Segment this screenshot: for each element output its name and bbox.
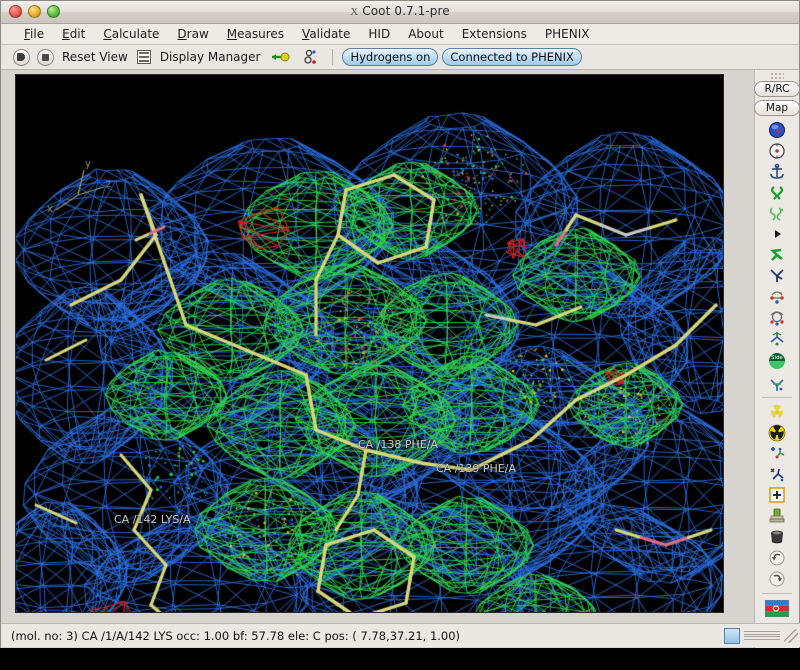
sidebar-separator xyxy=(762,397,792,399)
toolbar-grip[interactable] xyxy=(770,72,784,80)
minimize-button[interactable] xyxy=(28,5,41,18)
display-manager-button[interactable]: Display Manager xyxy=(157,49,264,65)
status-indicator[interactable] xyxy=(724,627,740,644)
close-button[interactable] xyxy=(9,5,22,18)
play-arrow-icon[interactable] xyxy=(764,224,790,245)
menu-measures[interactable]: Measures xyxy=(226,27,285,41)
blue-sidechain-icon[interactable] xyxy=(764,266,790,287)
menu-bar: File Edit Calculate Draw Measures Valida… xyxy=(1,24,799,45)
green-sidechain-icon[interactable] xyxy=(764,245,790,266)
main-window: X Coot 0.7.1-pre File Edit Calculate Draw… xyxy=(0,0,800,648)
circle-target-icon[interactable] xyxy=(764,140,790,161)
menu-extensions[interactable]: Extensions xyxy=(461,27,527,41)
flag-icon[interactable] xyxy=(764,596,790,620)
torsion-icon[interactable] xyxy=(764,329,790,350)
redo-icon[interactable] xyxy=(764,569,790,590)
mutate-icon[interactable] xyxy=(764,373,790,394)
tool-bar: Reset View Display Manager xyxy=(1,45,799,70)
density-map-view[interactable] xyxy=(16,75,723,612)
green-ribbon-icon[interactable] xyxy=(764,182,790,203)
atom-pair-icon[interactable] xyxy=(297,46,323,69)
menu-draw[interactable]: Draw xyxy=(177,27,209,41)
status-right-area xyxy=(724,627,800,644)
anchor-icon[interactable] xyxy=(764,161,790,182)
radioactive-small-icon[interactable] xyxy=(764,401,790,422)
hydrogens-toggle-button[interactable]: Hydrogens on xyxy=(342,48,439,66)
menu-edit[interactable]: Edit xyxy=(62,27,86,41)
plus-box-icon[interactable] xyxy=(764,485,790,506)
green-ribbon-pair-icon[interactable] xyxy=(764,203,790,224)
side-chain-180-icon[interactable]: Side xyxy=(764,350,790,374)
status-text: (mol. no: 3) CA /1/A/142 LYS occ: 1.00 b… xyxy=(11,628,461,643)
reset-view-label: Reset View xyxy=(62,50,128,64)
svg-text:Side: Side xyxy=(771,355,784,361)
stacked-layers-icon[interactable] xyxy=(135,46,153,69)
sidebar-separator xyxy=(762,592,792,594)
menu-calculate-rest: alculate xyxy=(111,27,160,41)
right-toolbar: R/RC Map xyxy=(754,70,800,648)
menu-file[interactable]: File xyxy=(24,27,45,41)
menu-file-rest: ile xyxy=(30,27,45,41)
radioactive-icon[interactable] xyxy=(764,422,790,443)
toolbar-separator xyxy=(332,49,334,65)
rotate-translate-icon[interactable] xyxy=(764,308,790,329)
molecular-graphics-canvas[interactable]: CA /138 PHE/A CA /139 PHE/A CA /142 LYS/… xyxy=(15,74,724,613)
menu-about[interactable]: About xyxy=(408,27,444,41)
resize-grip[interactable] xyxy=(784,628,798,643)
window-controls xyxy=(9,5,60,18)
menu-measures-rest: easures xyxy=(237,27,285,41)
menu-validate[interactable]: Validate xyxy=(302,27,351,41)
display-manager-label: Display Manager xyxy=(159,50,261,64)
x-window-icon: X xyxy=(350,6,359,18)
menu-hid[interactable]: HID xyxy=(368,27,391,41)
menu-draw-rest: raw xyxy=(186,27,209,41)
reset-view-button[interactable]: Reset View xyxy=(59,49,131,65)
window-title: Coot 0.7.1-pre xyxy=(362,4,450,18)
menu-phenix[interactable]: PHENIX xyxy=(544,27,590,41)
menu-edit-rest: dit xyxy=(69,27,86,41)
status-bar: (mol. no: 3) CA /1/A/142 LYS occ: 1.00 b… xyxy=(1,623,800,647)
trash-icon[interactable] xyxy=(764,527,790,548)
green-arrow-icon[interactable] xyxy=(267,46,293,69)
add-atom-icon[interactable] xyxy=(764,443,790,464)
maximize-button[interactable] xyxy=(47,5,60,18)
blue-sphere-icon[interactable] xyxy=(764,119,790,140)
title-bar: X Coot 0.7.1-pre xyxy=(1,1,799,24)
map-button[interactable]: Map xyxy=(754,100,800,117)
menu-calculate[interactable]: Calculate xyxy=(103,27,160,41)
rotate-bond-icon[interactable] xyxy=(764,287,790,308)
back-arrow-icon[interactable] xyxy=(11,46,31,69)
rotate-recentre-button[interactable]: R/RC xyxy=(754,81,800,98)
window-title-area: X Coot 0.7.1-pre xyxy=(1,4,799,18)
stamp-icon[interactable] xyxy=(764,506,790,527)
phenix-status-button[interactable]: Connected to PHENIX xyxy=(442,48,582,66)
delete-atom-icon[interactable] xyxy=(764,464,790,485)
main-area: CA /138 PHE/A CA /139 PHE/A CA /142 LYS/… xyxy=(1,70,800,648)
center-dot-icon[interactable] xyxy=(35,46,55,69)
menu-validate-rest: alidate xyxy=(309,27,351,41)
scale-lines-icon xyxy=(744,630,780,642)
undo-icon[interactable] xyxy=(764,548,790,569)
